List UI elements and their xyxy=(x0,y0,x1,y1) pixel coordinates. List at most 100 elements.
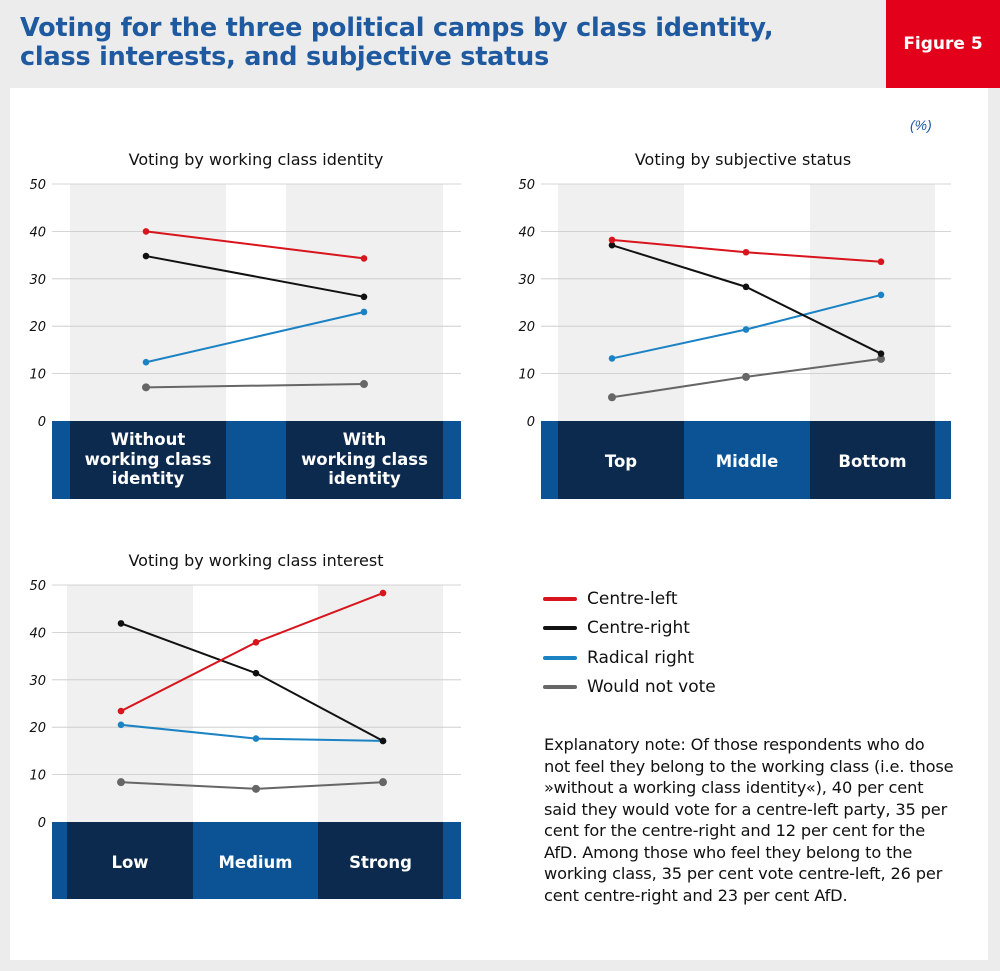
explanatory-note: Explanatory note: Of those respondents w… xyxy=(544,735,954,905)
series-line-radical-right xyxy=(145,311,365,364)
series-line-centre-right xyxy=(145,255,365,298)
data-point-radical-right xyxy=(142,358,150,366)
figure-number-badge: Figure 5 xyxy=(886,0,1000,88)
column-background xyxy=(70,184,226,421)
data-point-centre-right xyxy=(360,293,368,301)
category-band-dark xyxy=(67,822,193,899)
x-category-label: Top xyxy=(605,452,637,471)
data-point-radical-right xyxy=(877,291,885,299)
y-tick-label: 40 xyxy=(29,225,46,240)
data-point-centre-right xyxy=(608,241,616,249)
data-point-centre-left xyxy=(360,255,368,262)
category-band-dark xyxy=(810,421,935,499)
data-point-centre-right xyxy=(117,620,125,627)
data-point-centre-left xyxy=(252,639,260,646)
data-point-radical-right xyxy=(252,735,260,742)
data-point-would-not-vote xyxy=(742,372,750,381)
y-tick-label: 10 xyxy=(29,368,46,383)
data-point-would-not-vote xyxy=(117,778,125,787)
x-category-label: Medium xyxy=(218,853,292,872)
x-category-label: Without xyxy=(111,430,186,449)
chart-title: Voting by working class identity xyxy=(129,150,384,169)
data-point-would-not-vote xyxy=(142,383,150,392)
category-band-dark xyxy=(558,421,684,499)
data-point-centre-right xyxy=(142,252,150,260)
data-point-centre-left xyxy=(742,248,750,256)
legend-item-radical-right: Radical right xyxy=(543,643,716,673)
y-tick-label: 10 xyxy=(29,769,46,784)
y-tick-label: 10 xyxy=(518,368,535,383)
series-line-would-not-vote xyxy=(145,383,365,389)
figure-title-line-2: class interests, and subjective status xyxy=(20,42,550,72)
x-category-label: With xyxy=(343,430,387,449)
figure-title-line-1: Voting for the three political camps by … xyxy=(20,13,774,43)
data-point-would-not-vote xyxy=(379,778,387,787)
legend-item-centre-right: Centre-right xyxy=(543,614,716,644)
legend-label-radical-right: Radical right xyxy=(587,647,695,668)
data-point-centre-right xyxy=(252,669,260,677)
figure-header: Voting for the three political camps by … xyxy=(0,0,886,88)
data-point-centre-left xyxy=(877,258,885,266)
column-background xyxy=(67,585,193,822)
data-point-centre-left xyxy=(379,589,387,597)
data-point-centre-left xyxy=(608,236,616,244)
category-band-dark xyxy=(318,822,443,899)
x-category-label: working class xyxy=(85,450,212,469)
data-point-centre-right xyxy=(877,350,885,357)
series-line-centre-left xyxy=(145,230,365,260)
data-point-centre-left xyxy=(142,228,150,235)
x-category-label: Middle xyxy=(716,452,779,471)
chart-title: Voting by subjective status xyxy=(635,150,851,169)
unit-label: (%) xyxy=(910,117,932,133)
x-category-label: working class xyxy=(301,450,428,469)
legend-label-centre-right: Centre-right xyxy=(587,618,690,639)
legend-swatch-centre-right xyxy=(543,626,577,631)
y-tick-label: 20 xyxy=(518,320,535,335)
legend: Centre-left Centre-right Radical right W… xyxy=(543,584,716,702)
y-tick-label: 50 xyxy=(29,178,46,193)
column-background xyxy=(810,184,935,421)
data-point-would-not-vote xyxy=(360,380,368,389)
y-tick-label: 40 xyxy=(29,626,46,641)
data-point-would-not-vote xyxy=(608,393,616,402)
chart-interest: Voting by working class interest 0 10 20 30 4… xyxy=(29,551,461,899)
figure-title: Voting for the three political camps by … xyxy=(20,14,820,72)
legend-swatch-would-not-vote xyxy=(543,685,577,690)
y-tick-label: 0 xyxy=(527,415,535,430)
legend-label-would-not-vote: Would not vote xyxy=(587,677,716,698)
category-band-dark xyxy=(70,421,226,499)
y-tick-label: 0 xyxy=(38,415,46,430)
data-point-would-not-vote xyxy=(252,784,260,793)
y-tick-label: 0 xyxy=(38,816,46,831)
y-tick-label: 30 xyxy=(518,273,535,288)
legend-item-would-not-vote: Would not vote xyxy=(543,673,716,703)
y-tick-label: 50 xyxy=(29,579,46,594)
legend-item-centre-left: Centre-left xyxy=(543,584,716,614)
data-point-would-not-vote xyxy=(877,354,885,363)
legend-label-centre-left: Centre-left xyxy=(587,588,678,609)
data-point-radical-right xyxy=(608,355,616,362)
x-category-label: Low xyxy=(111,853,148,872)
chart-identity: Voting by working class identity 0 10 20 30 4… xyxy=(29,150,461,499)
y-tick-label: 40 xyxy=(518,225,535,240)
column-background xyxy=(558,184,684,421)
data-point-centre-right xyxy=(742,283,750,291)
column-background xyxy=(684,184,810,421)
y-tick-label: 50 xyxy=(518,178,535,193)
x-category-label: Strong xyxy=(349,853,412,872)
y-tick-label: 30 xyxy=(29,273,46,288)
category-band-dark xyxy=(286,421,443,499)
data-point-centre-right xyxy=(379,737,387,745)
legend-swatch-radical-right xyxy=(543,655,577,660)
column-background xyxy=(318,585,443,822)
data-point-radical-right xyxy=(742,326,750,333)
y-tick-label: 20 xyxy=(29,320,46,335)
data-point-centre-left xyxy=(117,707,125,715)
y-tick-label: 30 xyxy=(29,674,46,689)
column-background xyxy=(193,585,318,822)
legend-swatch-centre-left xyxy=(543,596,577,601)
chart-title: Voting by working class interest xyxy=(128,551,383,570)
data-point-radical-right xyxy=(360,308,368,316)
data-point-radical-right xyxy=(117,721,125,729)
